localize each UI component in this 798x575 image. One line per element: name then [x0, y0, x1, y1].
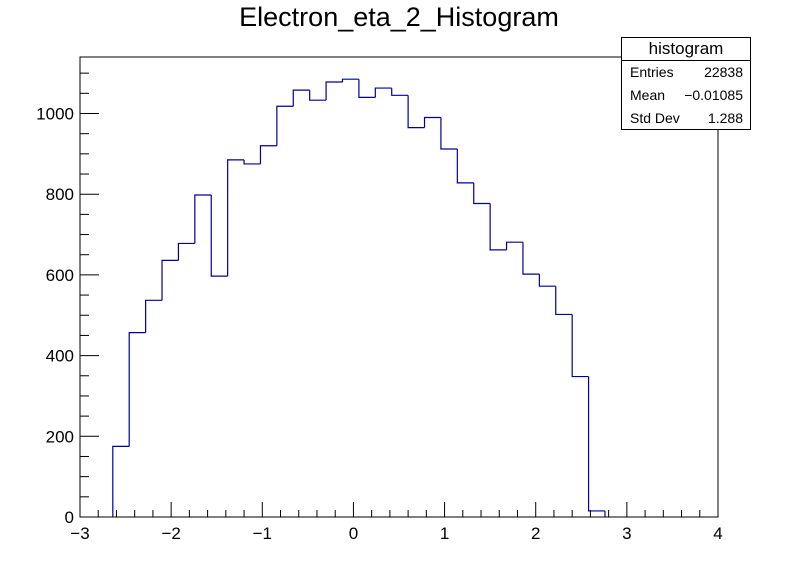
histogram-bin	[374, 87, 392, 98]
stats-row-stddev: Std Dev 1.288	[622, 107, 750, 130]
histogram-bin	[243, 159, 261, 165]
stats-box: histogram Entries 22838 Mean −0.01085 St…	[621, 37, 751, 130]
stats-value: 22838	[704, 64, 743, 80]
histogram-bin	[538, 274, 556, 287]
x-tick-label: −2	[161, 524, 180, 543]
histogram-bin	[423, 116, 441, 128]
x-tick-label: 2	[531, 524, 540, 543]
histogram-bin	[341, 78, 359, 83]
histogram-bin	[227, 159, 245, 277]
stats-row-entries: Entries 22838	[622, 61, 750, 84]
stats-box-title: histogram	[622, 38, 750, 61]
x-tick-label: 3	[622, 524, 631, 543]
histogram-bin	[325, 81, 343, 101]
histogram-bin	[276, 105, 294, 146]
histogram-bin	[473, 182, 491, 205]
plot-frame	[79, 56, 719, 518]
x-tick-label: 4	[713, 524, 722, 543]
histogram-bin	[210, 195, 228, 277]
x-tick-label: −1	[253, 524, 272, 543]
stats-label: Entries	[630, 64, 674, 80]
y-tick-label: 800	[46, 185, 74, 204]
histogram-bin	[456, 149, 474, 184]
histogram-bin	[112, 445, 130, 517]
y-tick-label: 0	[65, 508, 74, 527]
y-tick-label: 600	[46, 266, 74, 285]
y-tick-label: 200	[46, 427, 74, 446]
histogram-bin	[161, 259, 179, 301]
histogram-bin	[259, 145, 277, 164]
chart-title: Electron_eta_2_Histogram	[239, 2, 559, 32]
histogram-bin	[522, 242, 540, 275]
stats-row-mean: Mean −0.01085	[622, 84, 750, 107]
histogram-bin	[391, 88, 409, 96]
histogram-bin	[571, 314, 589, 378]
histogram-bin	[407, 95, 425, 129]
histogram-bin	[358, 79, 376, 98]
histogram-bin	[177, 242, 195, 261]
histogram-bin	[309, 90, 327, 101]
x-tick-label: 1	[440, 524, 449, 543]
x-tick-label: −3	[70, 524, 89, 543]
histogram-bin	[440, 117, 458, 150]
histogram-bin	[194, 194, 212, 244]
histogram-bin	[292, 89, 310, 107]
stats-value: −0.01085	[684, 87, 743, 103]
stats-label: Std Dev	[630, 110, 680, 126]
y-tick-label: 1000	[36, 104, 74, 123]
x-tick-label: 0	[349, 524, 358, 543]
histogram-bin	[489, 203, 507, 251]
histogram-bin	[128, 331, 146, 447]
stats-value: 1.288	[707, 110, 743, 126]
histogram-bin	[145, 299, 163, 333]
stats-label: Mean	[630, 87, 666, 103]
y-tick-label: 400	[46, 347, 74, 366]
histogram-bin	[505, 241, 523, 250]
histogram-bin	[587, 376, 605, 512]
histogram-bin	[555, 286, 573, 316]
